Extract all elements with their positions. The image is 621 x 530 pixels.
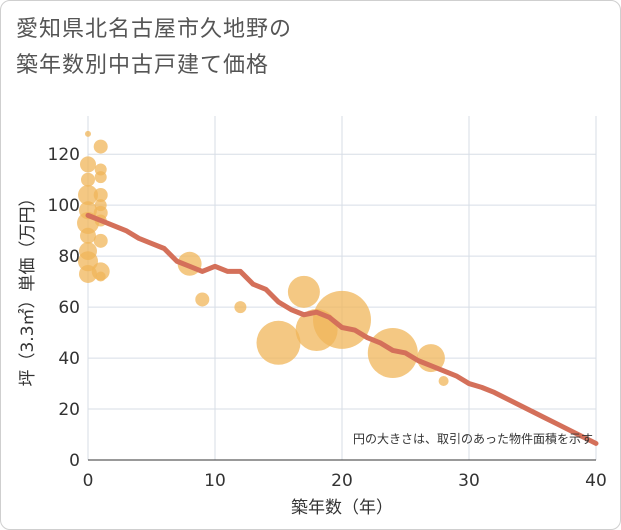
y-tick-label: 100 — [48, 196, 80, 216]
trend-line — [85, 212, 599, 446]
data-bubble — [195, 292, 210, 307]
data-bubble — [313, 290, 371, 349]
y-tick-labels: 0 20 40 60 80 100 120 — [48, 145, 80, 471]
data-bubble — [94, 171, 107, 184]
data-bubble — [93, 139, 108, 154]
data-bubble — [438, 376, 449, 387]
data-bubble — [85, 130, 91, 137]
x-tick-label: 30 — [458, 471, 480, 491]
y-tick-label: 40 — [58, 349, 80, 369]
y-axis-title: 坪（3.3㎡）単価（万円） — [18, 189, 38, 386]
x-tick-label: 10 — [204, 471, 226, 491]
data-bubble — [81, 172, 95, 187]
x-axis-title: 築年数（年） — [291, 498, 393, 518]
data-bubble — [287, 275, 320, 308]
chart-title-line-2: 築年数別中古戸建て価格 — [16, 53, 270, 78]
chart-title: 愛知県北名古屋市久地野の 築年数別中古戸建て価格 — [16, 12, 292, 84]
data-bubble — [234, 301, 247, 314]
x-tick-label: 40 — [585, 471, 607, 491]
data-bubble — [256, 320, 301, 365]
data-bubble — [95, 271, 106, 282]
y-tick-label: 80 — [58, 247, 80, 267]
data-bubble — [93, 233, 108, 248]
y-tick-label: 60 — [58, 298, 80, 318]
x-tick-label: 0 — [83, 471, 94, 491]
data-bubble — [78, 184, 98, 205]
chart-title-line-1: 愛知県北名古屋市久地野の — [16, 17, 293, 42]
data-bubble — [80, 227, 96, 244]
x-tick-labels: 0 10 20 30 40 — [83, 471, 607, 491]
bubbles — [77, 130, 449, 387]
y-tick-label: 0 — [69, 451, 80, 471]
data-bubble — [80, 156, 96, 173]
size-annotation: 円の大きさは、取引のあった物件面積を示す — [353, 431, 593, 446]
y-tick-label: 20 — [58, 400, 80, 420]
x-tick-label: 20 — [331, 471, 353, 491]
data-bubble — [93, 187, 108, 202]
data-bubble — [78, 251, 98, 272]
y-tick-label: 120 — [48, 145, 80, 165]
